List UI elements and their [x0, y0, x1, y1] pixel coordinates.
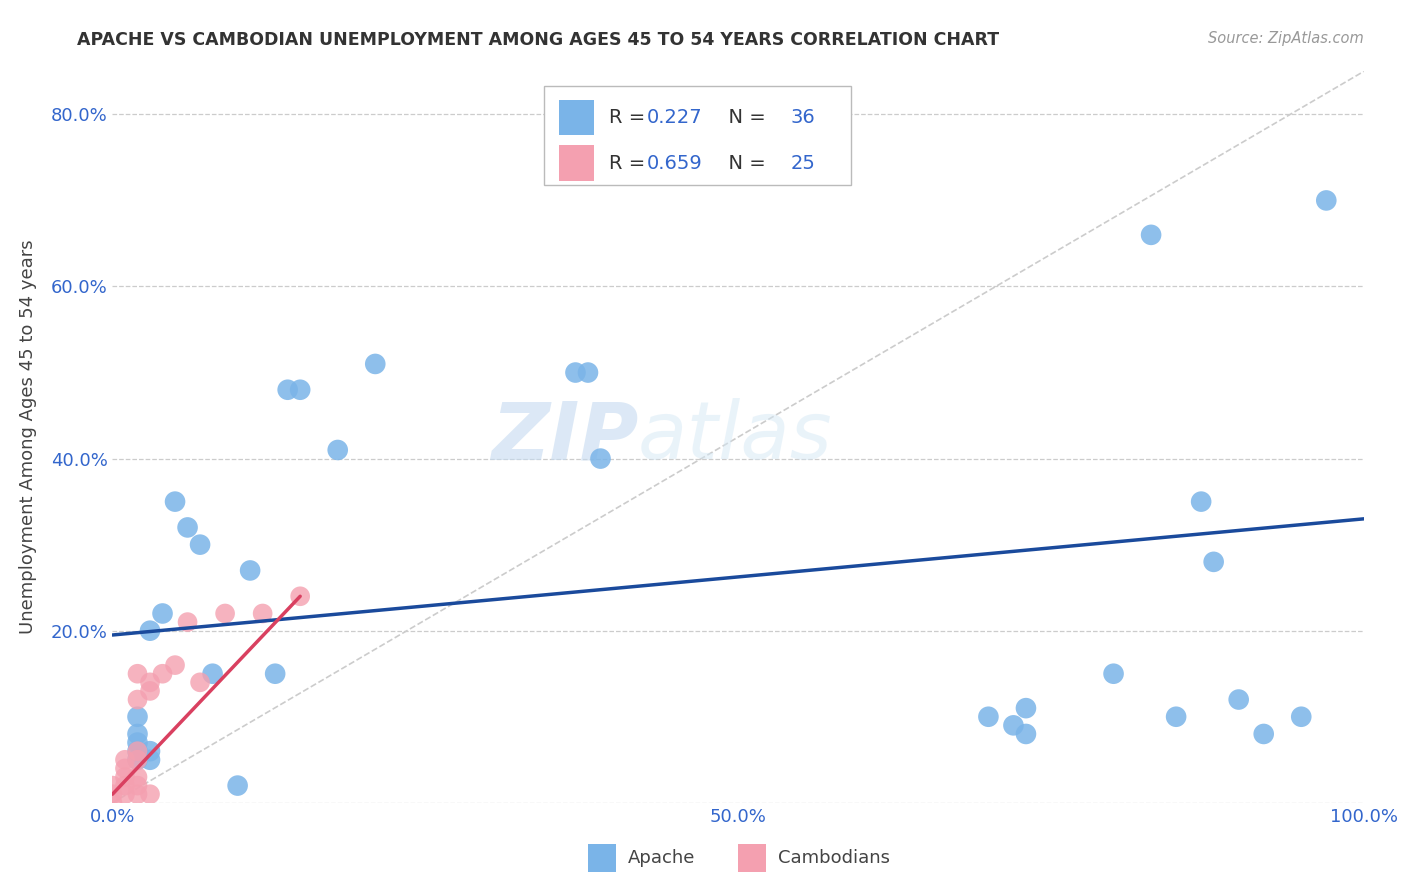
Point [1102, 666, 1125, 681]
Point [589, 451, 612, 466]
Point [139, 624, 162, 638]
Bar [738, 844, 766, 871]
Point [163, 494, 186, 508]
Point [188, 675, 211, 690]
Point [127, 710, 149, 724]
Point [1164, 710, 1187, 724]
Point [127, 727, 149, 741]
Point [214, 607, 236, 621]
Point [1015, 701, 1038, 715]
Point [576, 366, 599, 380]
Point [114, 779, 136, 793]
Text: 36: 36 [790, 108, 815, 127]
Point [1315, 194, 1337, 208]
Text: N =: N = [716, 153, 772, 172]
Point [1291, 710, 1313, 724]
Text: Source: ZipAtlas.com: Source: ZipAtlas.com [1208, 31, 1364, 46]
Text: APACHE VS CAMBODIAN UNEMPLOYMENT AMONG AGES 45 TO 54 YEARS CORRELATION CHART: APACHE VS CAMBODIAN UNEMPLOYMENT AMONG A… [77, 31, 1000, 49]
Point [1015, 727, 1038, 741]
Point [127, 692, 149, 706]
Point [101, 779, 124, 793]
Text: R =: R = [609, 108, 652, 127]
Point [127, 735, 149, 749]
Point [252, 607, 274, 621]
Point [188, 538, 211, 552]
Text: 0.659: 0.659 [647, 153, 703, 172]
Point [139, 787, 162, 801]
Point [127, 744, 149, 758]
Text: atlas: atlas [638, 398, 832, 476]
Point [239, 564, 262, 578]
Point [1202, 555, 1225, 569]
Point [127, 753, 149, 767]
Point [114, 787, 136, 801]
Point [326, 442, 349, 457]
Point [977, 710, 1000, 724]
Text: N =: N = [716, 108, 772, 127]
Point [139, 753, 162, 767]
Point [176, 520, 198, 534]
Text: Cambodians: Cambodians [778, 848, 890, 867]
Point [264, 666, 287, 681]
Point [127, 666, 149, 681]
Point [1140, 227, 1163, 242]
FancyBboxPatch shape [544, 86, 851, 185]
Point [127, 770, 149, 784]
Point [290, 383, 312, 397]
Point [114, 761, 136, 775]
Point [101, 796, 124, 810]
Point [290, 589, 312, 603]
Point [1227, 692, 1250, 706]
Point [101, 787, 124, 801]
Point [127, 744, 149, 758]
Point [1189, 494, 1212, 508]
Point [114, 770, 136, 784]
Point [139, 684, 162, 698]
Point [152, 666, 174, 681]
Text: 25: 25 [790, 153, 815, 172]
Text: 0.227: 0.227 [647, 108, 703, 127]
Point [127, 787, 149, 801]
Point [139, 675, 162, 690]
Text: R =: R = [609, 153, 652, 172]
Bar [560, 100, 595, 136]
Text: ZIP: ZIP [491, 398, 638, 476]
Point [226, 779, 249, 793]
Point [176, 615, 198, 629]
Point [1253, 727, 1275, 741]
Point [564, 366, 586, 380]
Point [201, 666, 224, 681]
Bar [588, 844, 616, 871]
Bar [560, 145, 595, 180]
Point [277, 383, 299, 397]
Text: Apache: Apache [628, 848, 696, 867]
Point [139, 744, 162, 758]
Y-axis label: Unemployment Among Ages 45 to 54 years: Unemployment Among Ages 45 to 54 years [18, 240, 37, 634]
Point [114, 753, 136, 767]
Point [127, 753, 149, 767]
Point [1002, 718, 1025, 732]
Point [127, 779, 149, 793]
Point [364, 357, 387, 371]
Point [163, 658, 186, 673]
Point [152, 607, 174, 621]
